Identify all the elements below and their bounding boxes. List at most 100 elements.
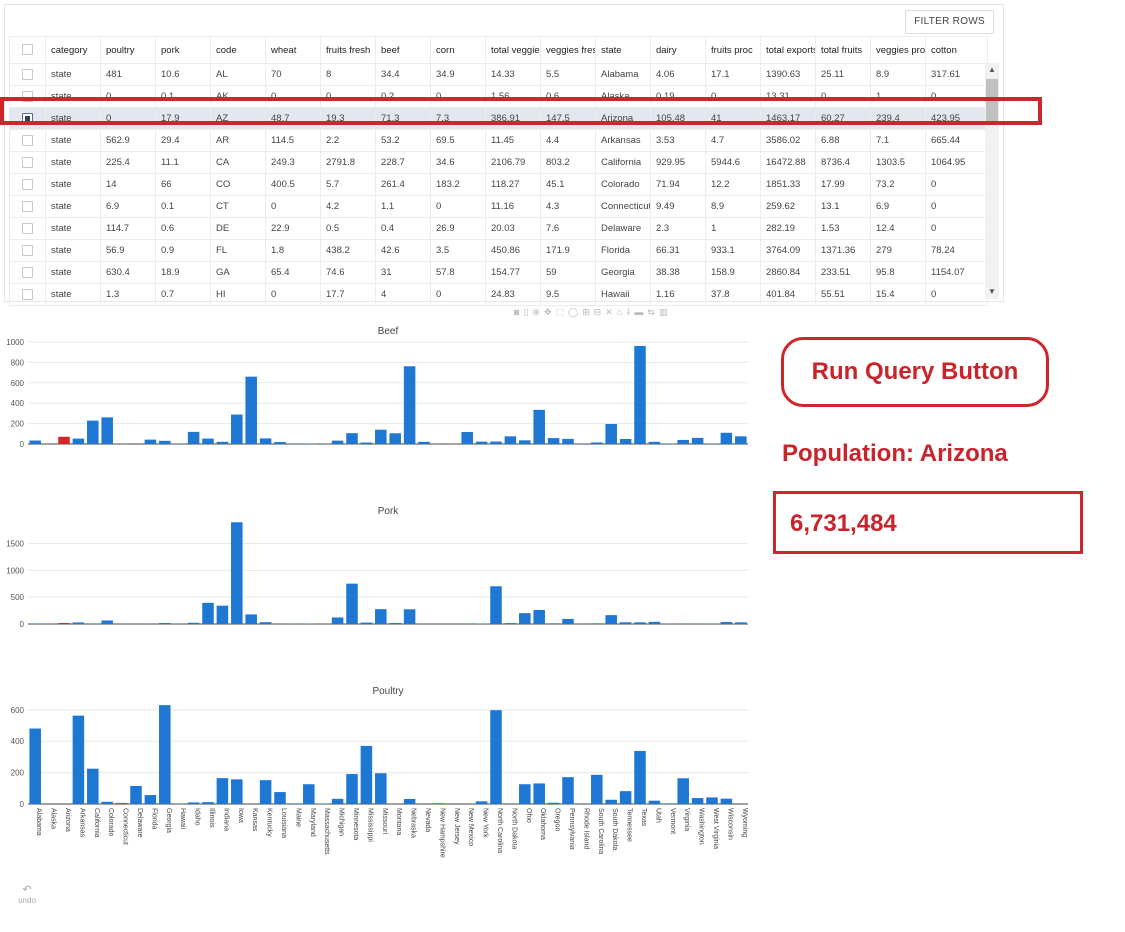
bar[interactable] <box>720 798 733 804</box>
bar[interactable] <box>648 800 661 804</box>
scroll-down-arrow-icon[interactable]: ▼ <box>988 287 996 296</box>
table-row[interactable]: state 14 66 CO 400.5 5.7 261.4 183.2 118.27 45.1 C… <box>9 173 988 196</box>
bar[interactable] <box>58 436 70 444</box>
bar[interactable] <box>72 622 85 624</box>
bar[interactable] <box>29 440 41 444</box>
bar[interactable] <box>605 799 617 804</box>
bar[interactable] <box>475 801 488 804</box>
bar[interactable] <box>562 618 574 624</box>
row-checkbox[interactable] <box>9 195 46 218</box>
bar[interactable] <box>619 622 632 624</box>
column-header[interactable]: cotton <box>925 36 988 64</box>
bar[interactable] <box>29 728 41 804</box>
bar[interactable] <box>331 440 344 444</box>
bar[interactable] <box>591 774 603 804</box>
bar[interactable] <box>29 623 41 624</box>
column-header[interactable]: fruits proc <box>705 36 761 64</box>
bar[interactable] <box>490 710 502 804</box>
bar[interactable] <box>720 621 733 624</box>
box-select-icon[interactable]: ⬚ <box>555 307 564 317</box>
column-header[interactable]: total veggies <box>485 36 541 64</box>
bar[interactable] <box>735 436 747 444</box>
bar[interactable] <box>101 620 113 624</box>
bar[interactable] <box>375 773 387 804</box>
column-header[interactable]: veggies proc <box>870 36 926 64</box>
table-row[interactable]: state 1.3 0.7 HI 0 17.7 4 0 24.83 9.5 Hawaii 1.16 37… <box>9 283 988 306</box>
bar[interactable] <box>288 803 301 804</box>
zoom-in-icon[interactable]: ⊞ <box>582 307 590 317</box>
row-checkbox[interactable] <box>9 63 46 86</box>
row-checkbox[interactable] <box>9 283 46 306</box>
bar[interactable] <box>634 622 646 624</box>
column-header[interactable]: veggies fresh <box>540 36 596 64</box>
bar[interactable] <box>58 623 70 624</box>
bar[interactable] <box>375 609 387 624</box>
bar[interactable] <box>562 438 574 444</box>
table-row[interactable]: state 481 10.6 AL 70 8 34.4 34.9 14.33 5.5 Alabama… <box>9 63 988 86</box>
bar[interactable] <box>691 437 704 444</box>
bar[interactable] <box>619 791 632 804</box>
table-row[interactable]: state 56.9 0.9 FL 1.8 438.2 42.6 3.5 450.86 171.9… <box>9 239 988 262</box>
bar[interactable] <box>360 442 373 444</box>
table-row[interactable]: state 114.7 0.6 DE 22.9 0.5 0.4 26.9 20.03 7.6 Del… <box>9 217 988 240</box>
bar[interactable] <box>274 442 286 444</box>
table-row[interactable]: state 0 0.1 AK 0 0 0.2 0 1.56 0.6 Alaska 0.19 0 13.31… <box>9 85 988 108</box>
bar[interactable] <box>101 801 113 804</box>
column-header[interactable]: wheat <box>265 36 321 64</box>
bar[interactable] <box>159 622 171 624</box>
table-row[interactable]: state 225.4 11.1 CA 249.3 2791.8 228.7 34.6 2106… <box>9 151 988 174</box>
bar[interactable] <box>418 441 430 444</box>
bar[interactable] <box>634 750 646 804</box>
bar[interactable] <box>331 798 344 804</box>
bar[interactable] <box>187 431 200 444</box>
filter-rows-button[interactable]: FILTER ROWS <box>905 10 994 34</box>
bar[interactable] <box>648 621 661 624</box>
bar[interactable] <box>605 424 617 444</box>
bar[interactable] <box>187 802 200 804</box>
bar[interactable] <box>202 802 214 804</box>
hover-closest-icon[interactable]: ▬ <box>634 307 644 317</box>
zoom-out-icon[interactable]: ⊟ <box>593 307 602 317</box>
column-header[interactable]: beef <box>375 36 431 64</box>
column-header[interactable]: total exports <box>760 36 816 64</box>
bar[interactable] <box>475 441 488 444</box>
column-header[interactable]: fruits fresh <box>320 36 376 64</box>
bar[interactable] <box>432 803 445 804</box>
bar[interactable] <box>504 623 517 624</box>
table-row[interactable]: state 562.9 29.4 AR 114.5 2.2 53.2 69.5 11.45 4.4… <box>9 129 988 152</box>
bar[interactable] <box>202 438 214 444</box>
row-checkbox[interactable] <box>9 239 46 262</box>
bar[interactable] <box>231 522 243 624</box>
row-checkbox[interactable] <box>9 217 46 240</box>
bar[interactable] <box>259 438 272 444</box>
column-header[interactable]: category <box>45 36 101 64</box>
bar[interactable] <box>533 609 545 624</box>
bar[interactable] <box>159 705 171 804</box>
bar[interactable] <box>533 409 545 444</box>
undo-icon[interactable]: ↶ <box>22 884 32 896</box>
pan-icon[interactable]: ✥ <box>543 307 552 317</box>
spike-icon[interactable]: ⸸ <box>626 307 631 317</box>
bar[interactable] <box>245 376 257 444</box>
bar[interactable] <box>389 622 401 624</box>
bar[interactable] <box>130 785 142 804</box>
bar[interactable] <box>87 420 99 444</box>
column-header[interactable]: poultry <box>100 36 156 64</box>
bar[interactable] <box>504 436 517 444</box>
bar[interactable] <box>663 803 675 804</box>
column-header[interactable]: total fruits <box>815 36 871 64</box>
select-all-checkbox[interactable] <box>9 36 46 64</box>
bar[interactable] <box>720 432 733 444</box>
bar[interactable] <box>72 715 85 804</box>
bar[interactable] <box>101 417 113 444</box>
bar[interactable] <box>360 622 373 624</box>
bar[interactable] <box>274 792 286 804</box>
camera-icon[interactable]: ◙ <box>514 307 520 317</box>
scrollbar-thumb[interactable] <box>986 79 998 123</box>
bar[interactable] <box>72 438 85 444</box>
bar[interactable] <box>259 780 272 804</box>
bar[interactable] <box>231 779 243 804</box>
bar[interactable] <box>216 441 229 444</box>
plotly-logo-icon[interactable]: ▥ <box>658 307 668 317</box>
bar[interactable] <box>403 366 416 444</box>
